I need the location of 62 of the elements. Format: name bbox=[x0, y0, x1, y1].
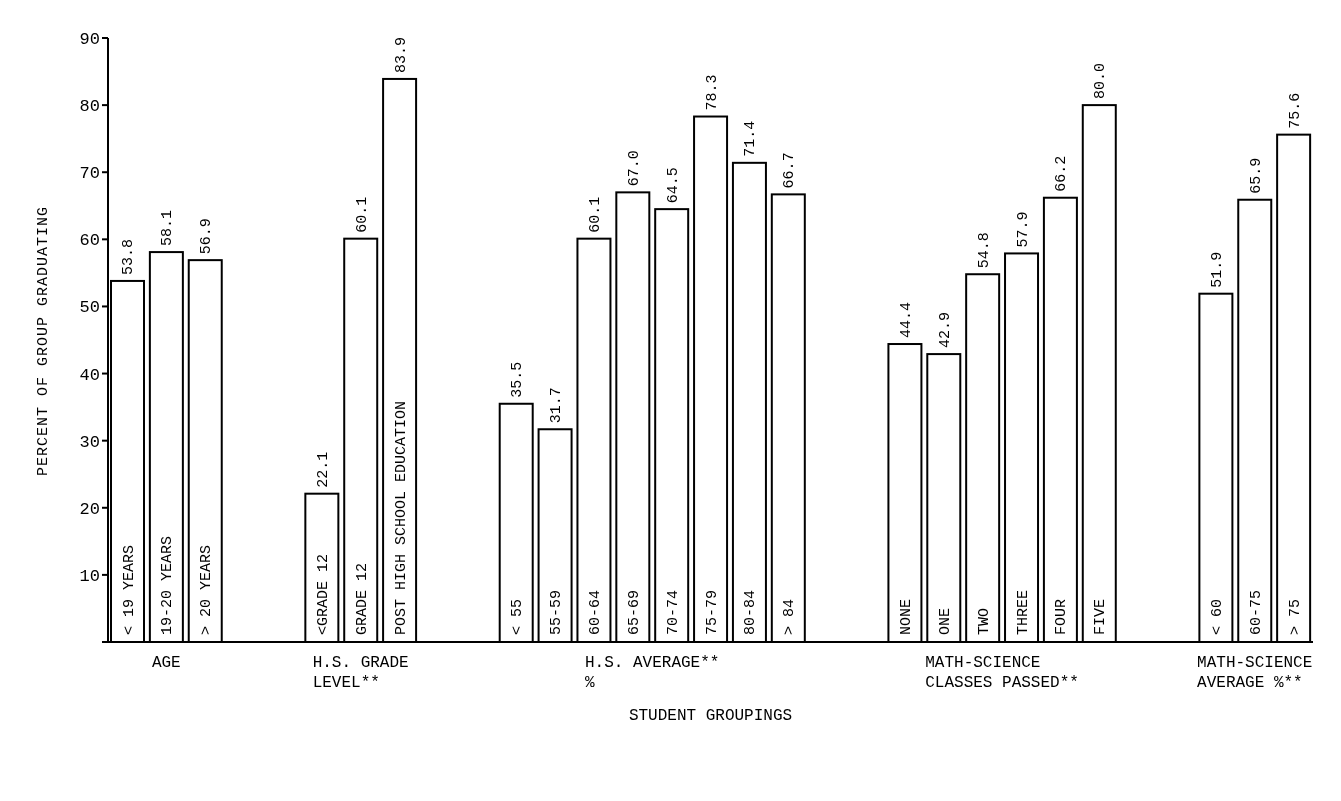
x-tick-label: > 20 YEARS bbox=[198, 544, 216, 635]
data-label: 60.1 bbox=[586, 196, 604, 233]
x-tick-label: <GRADE 12 bbox=[314, 553, 332, 635]
x-tick-label: < 60 bbox=[1208, 598, 1226, 635]
x-tick-label: THREE bbox=[1014, 589, 1032, 635]
x-axis-title: STUDENT GROUPINGS bbox=[628, 707, 793, 725]
text: H.S. AVERAGE** % bbox=[584, 653, 720, 693]
data-label: 83.9 bbox=[392, 36, 410, 73]
data-label: 57.9 bbox=[1014, 211, 1032, 248]
data-label: 54.8 bbox=[975, 232, 993, 269]
data-label: 35.5 bbox=[509, 361, 527, 398]
x-tick-label: FIVE bbox=[1092, 598, 1110, 635]
data-label: 65.9 bbox=[1247, 157, 1265, 194]
x-tick-label: TWO bbox=[975, 607, 993, 635]
x-tick-label: < 55 bbox=[509, 598, 527, 635]
x-tick-label: ONE bbox=[936, 607, 954, 635]
y-tick-label: 20 bbox=[79, 499, 100, 519]
data-label: 71.4 bbox=[742, 120, 760, 157]
y-tick-label: 10 bbox=[79, 566, 100, 586]
text: AGE bbox=[151, 653, 181, 673]
x-tick-label: < 19 YEARS bbox=[120, 544, 138, 635]
data-label: 42.9 bbox=[936, 312, 954, 349]
text: MATH-SCIENCE AVERAGE %** bbox=[1197, 653, 1313, 693]
x-tick-label: 80-84 bbox=[742, 589, 760, 635]
data-label: 66.7 bbox=[781, 152, 799, 189]
x-tick-label: > 75 bbox=[1286, 598, 1304, 635]
data-label: 53.8 bbox=[120, 238, 138, 275]
data-label: 31.7 bbox=[548, 387, 566, 424]
text: H.S. GRADE LEVEL** bbox=[312, 653, 409, 693]
x-tick-label: 60-75 bbox=[1247, 589, 1265, 635]
y-tick-label: 80 bbox=[79, 97, 100, 117]
data-label: 78.3 bbox=[703, 74, 721, 111]
data-label: 75.6 bbox=[1286, 92, 1304, 129]
data-label: 80.0 bbox=[1092, 63, 1110, 100]
text: MATH-SCIENCE CLASSES PASSED** bbox=[925, 653, 1079, 693]
x-tick-label: > 84 bbox=[781, 598, 799, 635]
y-axis-title: PERCENT OF GROUP GRADUATING bbox=[34, 205, 52, 476]
data-label: 60.1 bbox=[353, 196, 371, 233]
y-tick-label: 70 bbox=[79, 164, 100, 184]
data-label: 66.2 bbox=[1053, 155, 1071, 192]
x-tick-label: 65-69 bbox=[625, 589, 643, 635]
x-tick-label: 60-64 bbox=[586, 589, 604, 635]
x-tick-label: 75-79 bbox=[703, 589, 721, 635]
data-label: 22.1 bbox=[314, 451, 332, 488]
y-tick-label: 30 bbox=[79, 432, 100, 452]
data-label: 56.9 bbox=[198, 218, 216, 255]
y-tick-label: 60 bbox=[79, 231, 100, 251]
y-tick-label: 40 bbox=[79, 365, 100, 385]
data-label: 51.9 bbox=[1208, 251, 1226, 288]
x-tick-label: 55-59 bbox=[548, 589, 566, 635]
x-tick-label: FOUR bbox=[1053, 598, 1071, 635]
data-label: 64.5 bbox=[664, 167, 682, 204]
x-tick-label: NONE bbox=[897, 598, 915, 635]
data-label: 67.0 bbox=[625, 150, 643, 187]
x-tick-label: POST HIGH SCHOOL EDUCATION bbox=[392, 400, 410, 635]
x-tick-label: GRADE 12 bbox=[353, 562, 371, 635]
data-label: 58.1 bbox=[159, 210, 177, 247]
x-tick-label: 70-74 bbox=[664, 589, 682, 635]
data-label: 44.4 bbox=[897, 302, 915, 339]
y-tick-label: 50 bbox=[79, 298, 100, 318]
x-tick-label: 19-20 YEARS bbox=[159, 535, 177, 635]
y-tick-label: 90 bbox=[79, 30, 100, 50]
